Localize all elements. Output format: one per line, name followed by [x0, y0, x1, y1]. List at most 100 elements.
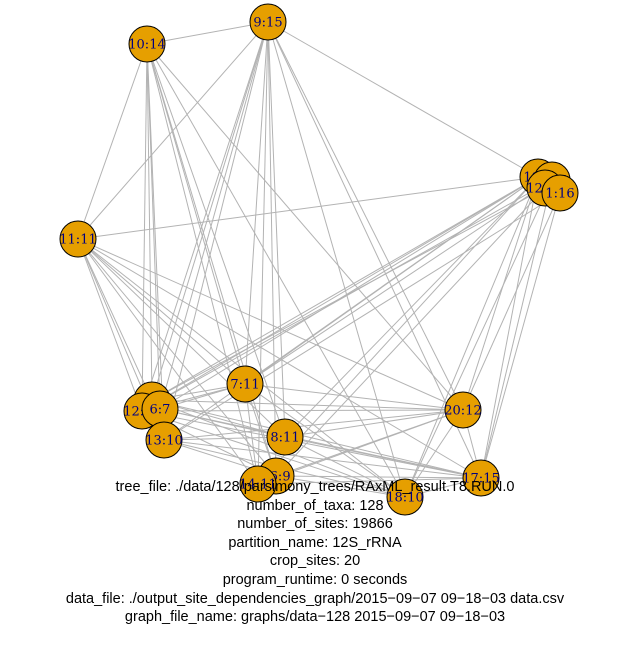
caption-graph-file-name: graph_file_name: graphs/data−128 2015−09… [124, 609, 506, 626]
graph-edge [244, 176, 539, 385]
node-circle [462, 459, 500, 497]
graph-edge [284, 436, 406, 498]
graph-edge [146, 21, 269, 45]
graph-edge [77, 238, 259, 485]
graph-edge [257, 477, 482, 485]
graph-node: 1:16 [541, 174, 579, 212]
graph-edge [77, 238, 153, 401]
edge-layer [77, 21, 561, 498]
graph-node: 9:15 [249, 3, 287, 41]
graph-edge [77, 238, 286, 438]
graph-edge [244, 383, 464, 411]
graph-edge [284, 436, 482, 479]
graph-edge [151, 176, 539, 401]
graph-edge [146, 43, 153, 401]
graph-edge [480, 192, 561, 479]
caption-data-file: data_file: ./output_site_dependencies_gr… [65, 590, 565, 607]
graph-edge [275, 475, 482, 479]
graph-edge [77, 21, 269, 240]
graph-edge [462, 192, 561, 411]
graph-edge [141, 21, 269, 412]
node-circle [249, 3, 287, 41]
node-label: 1:16 [545, 187, 574, 202]
graph-edge [146, 43, 165, 441]
graph-node: 7:11 [226, 365, 264, 403]
node-label: 9:15 [253, 16, 282, 31]
node-circle [444, 391, 482, 429]
graph-edge [267, 21, 286, 438]
node-circle [145, 421, 183, 459]
graph-edge [77, 238, 246, 385]
graph-edge [163, 436, 286, 441]
graph-edge [146, 43, 286, 438]
caption-number-of-taxa: number_of_taxa: 128 [246, 497, 384, 514]
node-label: 8:11 [270, 431, 299, 446]
graph-caption: tree_file: ./data/128/parsimony_trees/RA… [0, 478, 630, 627]
graph-edge [159, 408, 286, 438]
graph-node: 17:15 [462, 459, 500, 497]
graph-edge [267, 21, 464, 411]
graph-edge [244, 179, 553, 385]
graph-edge [141, 410, 406, 498]
node-circle [266, 418, 304, 456]
graph-edge [146, 43, 406, 498]
graph-edge [462, 176, 539, 411]
graph-edge [146, 43, 277, 477]
graph-edge [141, 410, 482, 479]
graph-edge [163, 192, 561, 441]
graph-edge [141, 176, 539, 412]
node-label: 11:11 [59, 233, 96, 248]
caption-number-of-sites: number_of_sites: 19866 [237, 516, 393, 533]
graph-node: 20:12 [444, 391, 482, 429]
node-circle [128, 25, 166, 63]
node-circle [239, 465, 277, 503]
graph-edge [151, 21, 269, 401]
graph-node: 13:10 [145, 421, 183, 459]
graph-edge [163, 409, 464, 441]
graph-edge [141, 409, 464, 412]
graph-edge [151, 399, 464, 411]
caption-program-runtime: program_runtime: 0 seconds [222, 571, 408, 588]
graph-edge [267, 21, 539, 178]
caption-crop-sites: crop_sites: 20 [269, 553, 361, 570]
graph-edge [77, 238, 482, 479]
graph-node: 11:11 [59, 220, 97, 258]
graph-edge [146, 43, 246, 385]
node-layer: 10:149:1519:818:712:121:1611:115:1012:10… [59, 3, 579, 516]
node-label: 20:12 [444, 404, 481, 419]
graph-edge [267, 21, 277, 477]
graph-node: 18:10 [386, 478, 424, 516]
graph-edge [404, 176, 539, 498]
graph-edge [480, 176, 539, 479]
graph-node: 8:11 [266, 418, 304, 456]
graph-node: 10:14 [128, 25, 166, 63]
node-circle [226, 365, 264, 403]
graph-edge [77, 238, 143, 412]
node-label: 14:11 [239, 478, 276, 493]
graph-edge [77, 238, 277, 477]
graph-edge [77, 238, 464, 411]
node-circle [541, 174, 579, 212]
graph-edge [284, 409, 464, 438]
node-label: 6:7 [150, 403, 171, 418]
graph-edge [77, 176, 539, 240]
graph-edge [159, 176, 539, 410]
graph-edge [141, 179, 553, 412]
graph-edge [257, 176, 539, 485]
graph-edge [163, 439, 482, 479]
graph-edge [151, 187, 546, 401]
graph-node: 14:11 [239, 465, 277, 503]
graph-edge [257, 21, 269, 485]
node-circle [386, 478, 424, 516]
node-label: 10:14 [128, 38, 165, 53]
graph-node: 6:7 [141, 390, 179, 428]
node-label: 13:10 [145, 434, 182, 449]
graph-edge [159, 21, 269, 410]
graph-edge [244, 21, 269, 385]
node-label: 17:15 [462, 472, 499, 487]
graph-edge [141, 43, 148, 412]
graph-edge [146, 43, 464, 411]
graph-edge [275, 475, 406, 498]
